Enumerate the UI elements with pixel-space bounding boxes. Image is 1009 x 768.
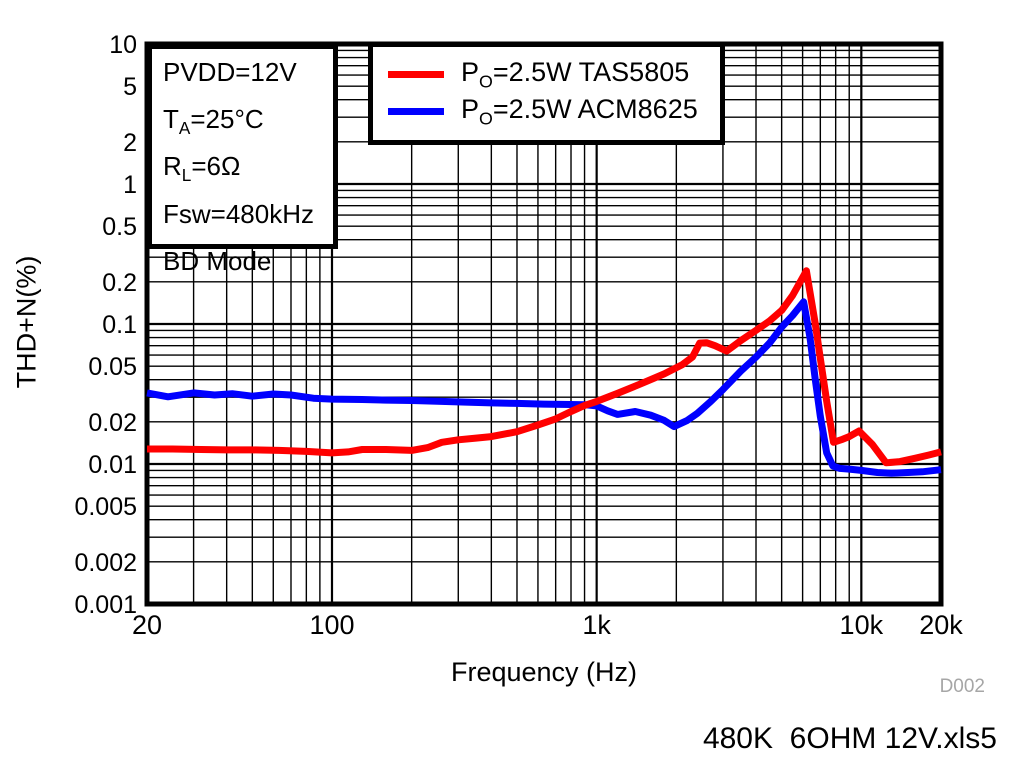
x-tick-label: 20 [132,610,162,640]
condition-line-pvdd: PVDD=12V [163,57,297,87]
y-tick-label: 10 [109,31,137,59]
x-axis-title: Frequency (Hz) [450,657,638,687]
legend: PO=2.5W TAS5805 PO=2.5W ACM8625 [368,42,725,145]
condition-line-fsw: Fsw=480kHz [163,198,314,229]
condition-line-rl: RL=6Ω [163,151,241,186]
x-tick-label: 100 [309,610,354,640]
watermark-code: D002 [939,676,985,697]
x-tick-label: 10k [840,610,884,640]
y-tick-label: 0.02 [88,409,137,437]
y-tick-label: 0.05 [88,353,137,381]
conditions-box: PVDD=12V TA=25°C RL=6Ω Fsw=480kHz BD Mod… [147,44,338,276]
condition-line-mode: BD Mode [163,245,272,276]
y-tick-label: 0.1 [102,311,137,339]
y-tick-label: 0.01 [88,451,137,479]
x-tick-label: 1k [582,610,611,640]
y-tick-label: 0.5 [102,213,137,241]
legend-label-tas5805: PO=2.5W TAS5805 [461,56,690,92]
legend-swatch-red-icon [388,71,444,78]
y-axis-title: THD+N(%) [11,255,42,389]
legend-entry-acm8625: PO=2.5W ACM8625 [373,93,720,130]
y-tick-label: 5 [123,73,137,101]
x-tick-label: 20k [919,610,963,640]
y-tick-label: 2 [123,129,137,157]
y-tick-label: 0.2 [102,269,137,297]
condition-line-ta: TA=25°C [163,104,264,139]
legend-label-acm8625: PO=2.5W ACM8625 [461,93,698,129]
y-tick-label: 0.005 [74,493,137,521]
series-line-tas5805 [147,267,942,467]
legend-swatch-blue-icon [388,108,444,115]
y-tick-label: 0.002 [74,549,137,577]
y-tick-label: 0.001 [74,591,137,619]
y-tick-label: 1 [123,171,137,199]
series-line-acm8625 [146,298,942,477]
legend-entry-tas5805: PO=2.5W TAS5805 [373,56,720,93]
footer-filename: 480K 6OHM 12V.xls5 [702,722,997,755]
